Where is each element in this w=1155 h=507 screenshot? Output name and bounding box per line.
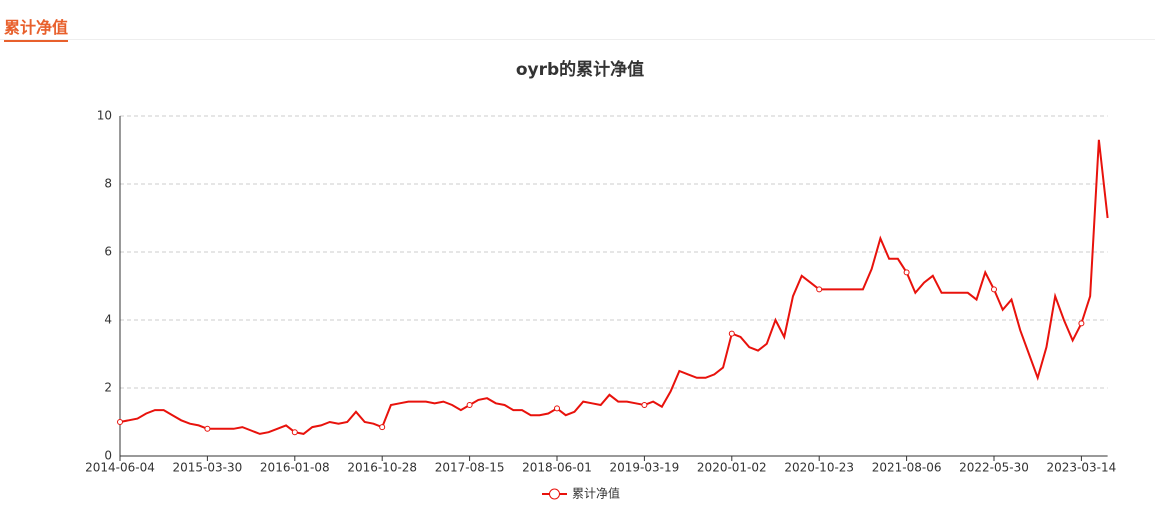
x-tick-label: 2015-03-30 xyxy=(173,461,243,475)
point-marker xyxy=(991,286,997,293)
x-tick-label: 2020-01-02 xyxy=(697,461,767,475)
point-marker xyxy=(554,405,560,412)
y-tick-label: 2 xyxy=(104,381,112,395)
y-tick-label: 4 xyxy=(104,313,112,327)
point-marker xyxy=(379,424,386,431)
point-marker xyxy=(903,269,910,276)
x-tick-label: 2014-06-04 xyxy=(85,461,155,475)
x-tick-label: 2016-01-08 xyxy=(260,461,330,475)
x-tick-label: 2019-03-19 xyxy=(610,461,680,475)
x-tick-label: 2017-08-15 xyxy=(435,461,505,475)
tab-title[interactable]: 累计净值 xyxy=(4,14,69,42)
point-marker xyxy=(466,402,473,408)
y-tick-label: 8 xyxy=(104,177,112,191)
x-tick-label: 2023-03-14 xyxy=(1047,461,1117,475)
point-marker xyxy=(117,419,123,425)
x-tick-label: 2016-10-28 xyxy=(347,461,417,475)
x-tick-label: 2018-06-01 xyxy=(522,461,592,475)
legend-label: 累计净值 xyxy=(572,486,620,501)
x-tick-label: 2021-08-06 xyxy=(872,461,942,475)
point-marker xyxy=(641,402,648,408)
x-tick-label: 2022-05-30 xyxy=(959,461,1029,475)
point-marker xyxy=(816,286,823,293)
legend-marker xyxy=(549,488,560,500)
y-tick-label: 0 xyxy=(104,449,112,463)
point-marker xyxy=(728,330,735,337)
x-tick-label: 2020-10-23 xyxy=(784,461,854,475)
series-line xyxy=(119,139,1109,435)
divider xyxy=(0,39,1155,40)
y-tick-label: 10 xyxy=(97,109,112,123)
point-marker xyxy=(1078,320,1085,327)
y-tick-label: 6 xyxy=(104,245,112,259)
point-marker xyxy=(204,425,211,432)
point-marker xyxy=(291,429,298,436)
chart-title: oyrb的累计净值 xyxy=(516,59,644,80)
